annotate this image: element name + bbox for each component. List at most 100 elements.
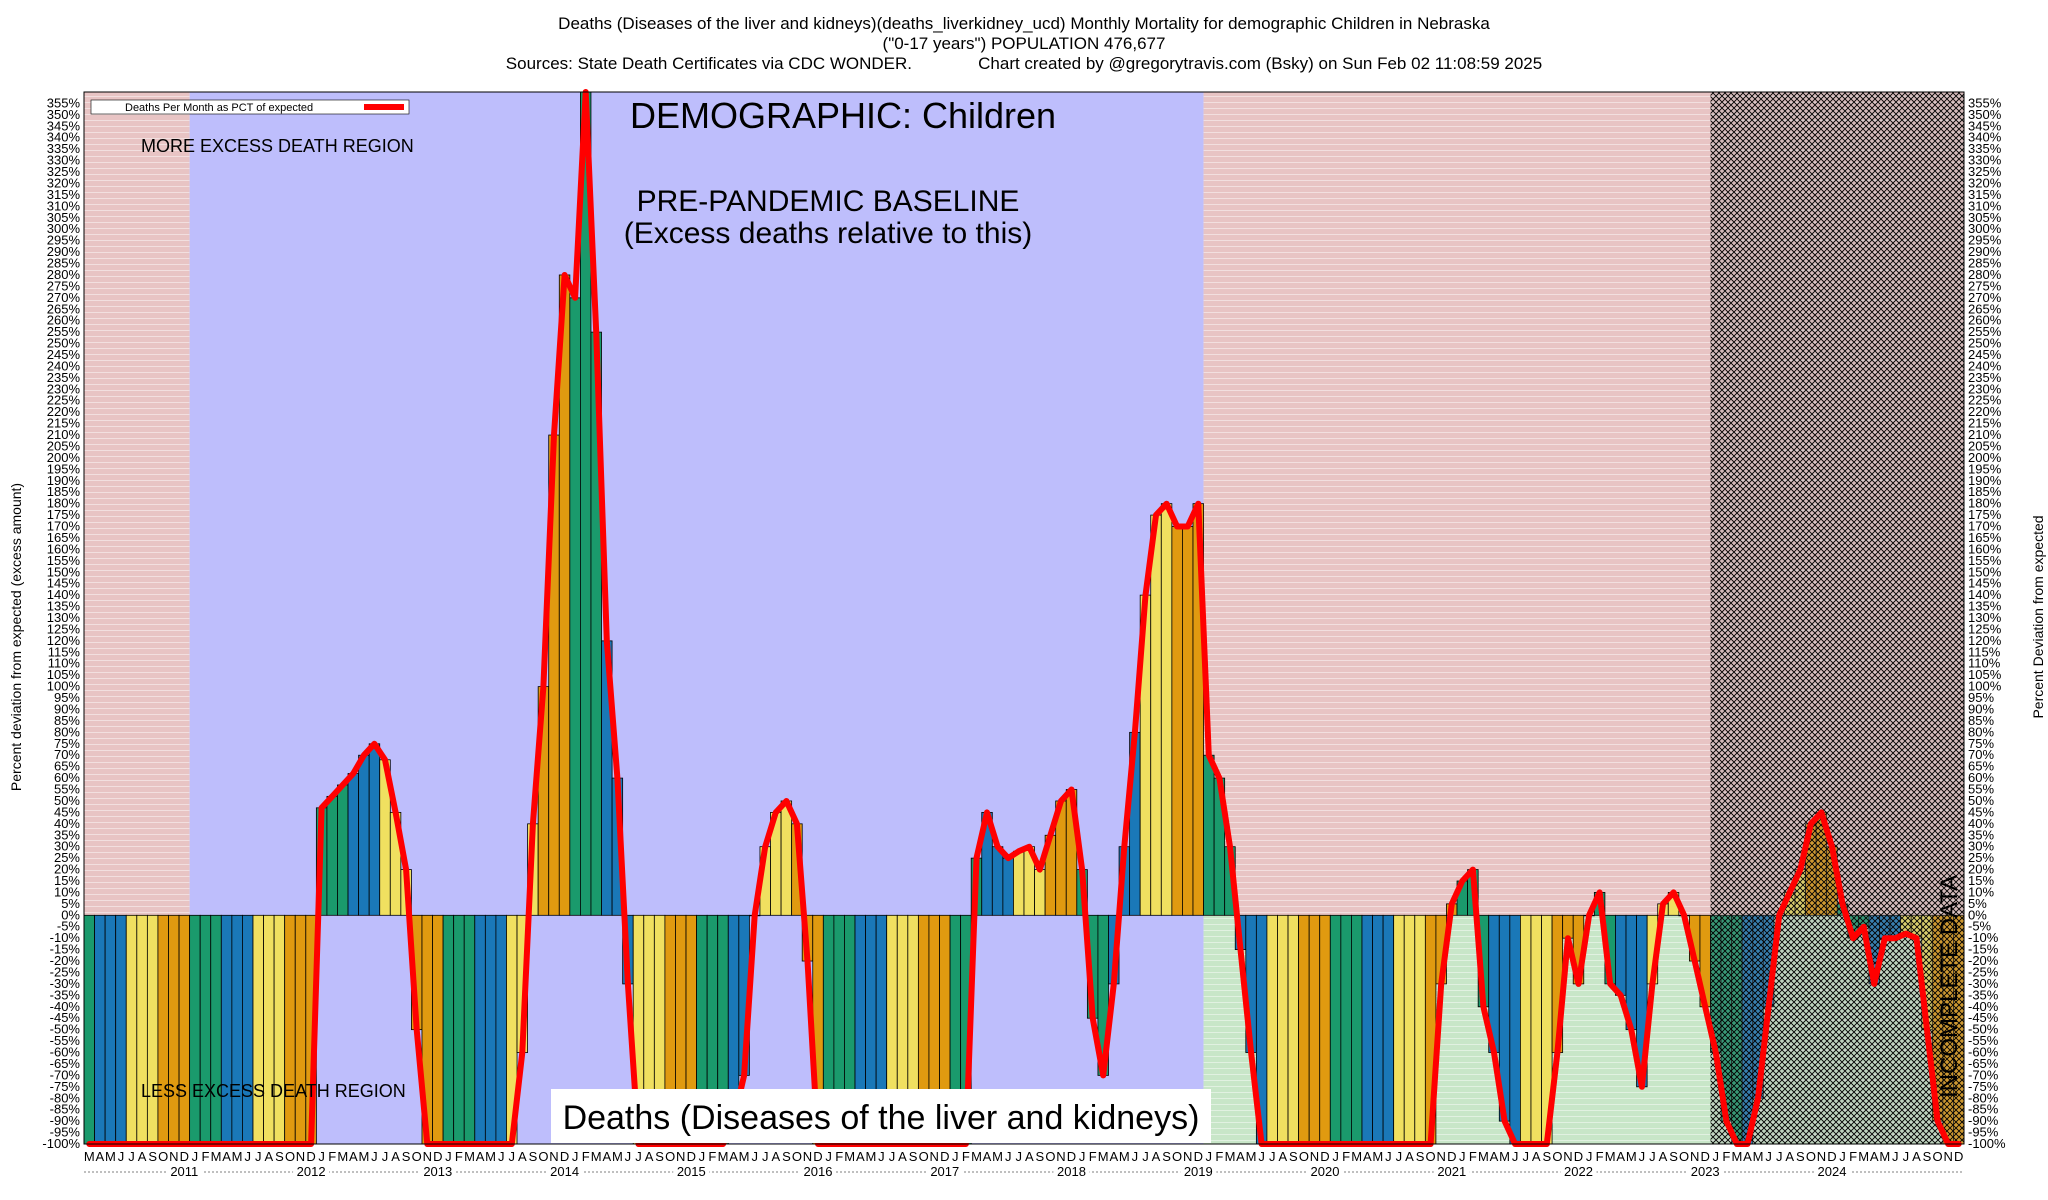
bar <box>1351 914 1363 1145</box>
y-tick-label-right: 180% <box>1968 496 2002 511</box>
x-tick-label: J <box>1396 1149 1403 1164</box>
x-tick-label: A <box>1659 1149 1668 1164</box>
y-tick-label-left: -65% <box>50 1056 81 1071</box>
bar <box>1034 869 1046 916</box>
y-tick-label-left: 300% <box>47 221 81 236</box>
y-tick-label-right: 20% <box>1968 862 1994 877</box>
y-tick-label-left: 355% <box>47 95 81 110</box>
y-tick-label-left: 330% <box>47 153 81 168</box>
x-tick-label: A <box>1532 1149 1541 1164</box>
y-tick-label-left: 180% <box>47 496 81 511</box>
y-tick-label-right: 55% <box>1968 782 1994 797</box>
x-tick-label: S <box>655 1149 664 1164</box>
y-tick-label-right: 50% <box>1968 793 1994 808</box>
y-tick-label-right: 0% <box>1968 907 1987 922</box>
left-axis-label: Percent deviation from expected (excess … <box>8 483 24 791</box>
x-tick-label: M <box>1626 1149 1637 1164</box>
incomplete-data-label: INCOMPLETE DATA <box>1936 875 1963 1098</box>
x-tick-label: O <box>412 1149 422 1164</box>
y-tick-label-right: 90% <box>1968 702 1994 717</box>
x-tick-label: M <box>1351 1149 1362 1164</box>
y-tick-label-left: 145% <box>47 576 81 591</box>
bar <box>1372 914 1384 1145</box>
x-tick-label: N <box>549 1149 558 1164</box>
chart-subtitle: ("0-17 years") POPULATION 476,677 <box>882 34 1166 53</box>
y-tick-label-left: 285% <box>47 256 81 271</box>
bar <box>115 914 127 1145</box>
bar <box>358 754 370 916</box>
x-tick-label: A <box>476 1149 485 1164</box>
y-tick-label-left: 245% <box>47 347 81 362</box>
x-tick-label: S <box>1289 1149 1298 1164</box>
x-tick-label: O <box>919 1149 929 1164</box>
y-tick-label-right: 350% <box>1968 107 2002 122</box>
y-tick-label-left: 105% <box>47 667 81 682</box>
y-tick-label-left: 30% <box>54 839 80 854</box>
y-tick-label-right: 305% <box>1968 210 2002 225</box>
x-tick-label: O <box>1426 1149 1436 1164</box>
x-tick-label: J <box>1132 1149 1139 1164</box>
x-tick-label: F <box>455 1149 463 1164</box>
incomplete-data-region <box>1710 92 1964 1144</box>
x-tick-label: M <box>1605 1149 1616 1164</box>
y-tick-label-right: 40% <box>1968 816 1994 831</box>
y-tick-label-left: 345% <box>47 118 81 133</box>
y-tick-label-left: 320% <box>47 176 81 191</box>
x-tick-label: A <box>856 1149 865 1164</box>
y-tick-label-right: -70% <box>1968 1067 1999 1082</box>
x-tick-label: J <box>1206 1149 1213 1164</box>
x-tick-label: D <box>180 1149 189 1164</box>
x-tick-label: J <box>1385 1149 1392 1164</box>
line-series <box>86 89 1962 1147</box>
x-tick-label: M <box>1246 1149 1257 1164</box>
year-label-bg <box>673 1164 710 1178</box>
y-tick-label-left: -15% <box>50 942 81 957</box>
bar <box>1308 914 1321 1145</box>
y-tick-label-left: 15% <box>54 873 80 888</box>
y-tick-label-right: 80% <box>1968 724 1994 739</box>
y-tick-label-left: -75% <box>50 1079 81 1094</box>
y-tick-label-left: 255% <box>47 324 81 339</box>
y-tick-label-right: 290% <box>1968 244 2002 259</box>
x-tick-label: J <box>699 1149 706 1164</box>
y-tick-label-left: 45% <box>54 804 80 819</box>
bar <box>453 914 465 1145</box>
y-tick-label-left: 0% <box>61 907 80 922</box>
bottom-chart-label: Deaths (Diseases of the liver and kidney… <box>563 1099 1200 1137</box>
x-tick-label: J <box>762 1149 769 1164</box>
y-tick-label-left: -50% <box>50 1022 81 1037</box>
y-tick-label-left: -45% <box>50 1010 81 1025</box>
bar <box>347 773 360 916</box>
bar <box>1403 914 1416 1145</box>
bar <box>1615 914 1627 996</box>
x-tick-label: A <box>983 1149 992 1164</box>
y-tick-label-left: 160% <box>47 541 81 556</box>
y-tick-label-left: 20% <box>54 862 80 877</box>
x-tick-label: A <box>1363 1149 1372 1164</box>
x-tick-label: M <box>1753 1149 1764 1164</box>
x-tick-label: A <box>95 1149 104 1164</box>
y-tick-label-left: 110% <box>48 656 81 671</box>
x-tick-label: N <box>1056 1149 1065 1164</box>
y-tick-label-left: 10% <box>54 884 80 899</box>
y-tick-label-left: 5% <box>61 896 80 911</box>
demographic-label: DEMOGRAPHIC: Children <box>630 95 1056 136</box>
y-tick-label-right: -20% <box>1968 953 1999 968</box>
baseline-sublabel: (Excess deaths relative to this) <box>624 217 1033 250</box>
y-tick-label-right: 15% <box>1968 873 1994 888</box>
y-tick-label-left: 165% <box>47 530 81 545</box>
y-tick-label-right: 125% <box>1968 621 2002 636</box>
y-tick-label-right: 10% <box>1968 884 1994 899</box>
x-tick-label: D <box>560 1149 569 1164</box>
y-tick-label-left: 315% <box>47 187 81 202</box>
x-tick-label: S <box>782 1149 791 1164</box>
year-label-bg <box>926 1164 963 1178</box>
y-tick-label-left: 65% <box>54 759 80 774</box>
y-tick-label-left: 125% <box>47 621 81 636</box>
bar <box>1509 914 1521 1145</box>
bar <box>242 914 254 1145</box>
x-tick-label: F <box>1722 1149 1730 1164</box>
x-tick-label: J <box>625 1149 632 1164</box>
y-tick-label-right: 250% <box>1968 336 2002 351</box>
x-tick-label: J <box>118 1149 125 1164</box>
